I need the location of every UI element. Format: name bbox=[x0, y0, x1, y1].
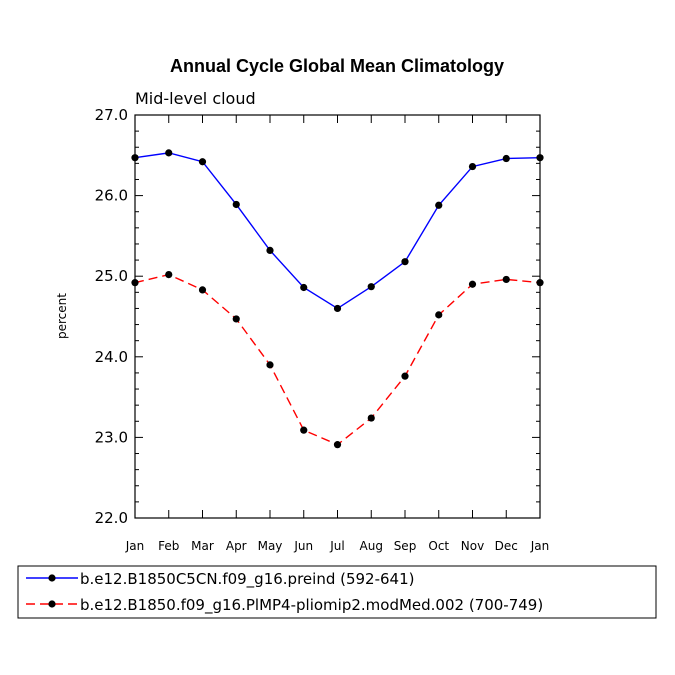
x-tick-label: Dec bbox=[495, 539, 518, 553]
x-tick-label: Aug bbox=[360, 539, 383, 553]
y-tick-label: 25.0 bbox=[95, 267, 128, 285]
plot-frame bbox=[134, 114, 541, 519]
chart-title: Annual Cycle Global Mean Climatology bbox=[170, 56, 504, 76]
series-1-point bbox=[401, 258, 409, 266]
y-tick-label: 27.0 bbox=[95, 106, 128, 124]
series-2-point bbox=[435, 311, 443, 319]
series-2-point bbox=[468, 280, 477, 288]
y-axis-label: percent bbox=[55, 293, 69, 339]
series-layer bbox=[131, 149, 544, 449]
series-2-point bbox=[300, 426, 308, 434]
series-2-point bbox=[165, 270, 173, 279]
x-tick-label: Jan bbox=[530, 539, 550, 553]
series-2-point bbox=[502, 275, 510, 284]
x-tick-label: Apr bbox=[226, 539, 247, 553]
x-tick-label: Oct bbox=[428, 539, 449, 553]
x-tick-label: Feb bbox=[158, 539, 179, 553]
series-2-point bbox=[333, 441, 342, 449]
legend-marker-2 bbox=[48, 600, 56, 608]
x-tick-label: Mar bbox=[191, 539, 214, 553]
series-2-point bbox=[266, 361, 274, 369]
series-2-point bbox=[232, 315, 240, 323]
series-1-point bbox=[367, 283, 375, 291]
series-1-point bbox=[266, 246, 274, 255]
y-tick-label: 22.0 bbox=[95, 509, 128, 527]
x-tick-label: Jan bbox=[125, 539, 145, 553]
legend-label-1: b.e12.B1850C5CN.f09_g16.preind (592-641) bbox=[80, 570, 415, 589]
series-2-point bbox=[367, 414, 375, 422]
y-tick-label: 23.0 bbox=[95, 428, 128, 446]
x-tick-label: Jul bbox=[329, 539, 344, 553]
series-2-point bbox=[198, 286, 207, 294]
series-1-point bbox=[502, 154, 510, 163]
x-tick-label: May bbox=[258, 539, 283, 553]
x-tick-label: Jun bbox=[293, 539, 313, 553]
series-1-point bbox=[198, 158, 207, 166]
series-1-point bbox=[300, 283, 308, 292]
series-1-point bbox=[435, 201, 443, 209]
series-1-point bbox=[333, 304, 342, 313]
series-1-point bbox=[468, 162, 477, 171]
series-1-point bbox=[232, 200, 240, 209]
x-tick-label: Sep bbox=[394, 539, 417, 553]
y-tick-label: 24.0 bbox=[95, 348, 128, 366]
series-1-point bbox=[165, 149, 173, 157]
series-2-point bbox=[401, 372, 409, 380]
y-tick-label: 26.0 bbox=[95, 187, 128, 205]
legend: b.e12.B1850C5CN.f09_g16.preind (592-641)… bbox=[17, 565, 657, 619]
legend-box bbox=[17, 565, 657, 619]
legend-marker-1 bbox=[48, 574, 56, 582]
x-tick-label: Nov bbox=[461, 539, 484, 553]
chart-subtitle: Mid-level cloud bbox=[135, 89, 256, 108]
legend-label-2: b.e12.B1850.f09_g16.PlMP4-pliomip2.modMe… bbox=[80, 596, 543, 615]
